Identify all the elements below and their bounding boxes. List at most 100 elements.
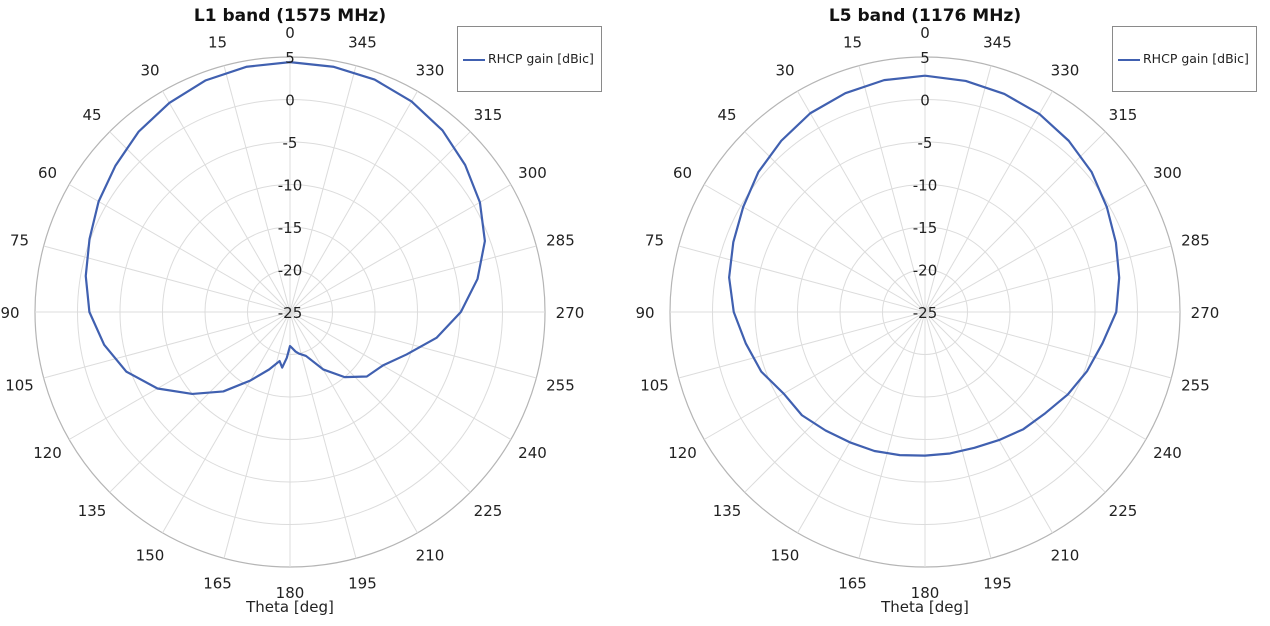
angle-tick-label: 30 [775, 62, 794, 80]
radial-tick-label: -5 [283, 134, 298, 152]
angle-tick-label: 90 [0, 304, 19, 322]
radial-tick-label: -10 [913, 177, 938, 195]
angle-tick-label: 225 [1109, 502, 1138, 520]
chart-title: L5 band (1176 MHz) [828, 6, 1022, 26]
angle-grid-line [858, 311, 926, 559]
radial-tick-label: -15 [913, 219, 938, 237]
series-line-rhcp-gain [728, 74, 1121, 457]
chart-panel-l5: L5 band (1176 MHz) 0 15 30 45 60 75 90 105 120 13… [635, 0, 1270, 626]
angle-tick-label: 135 [713, 502, 742, 520]
angle-tick-label: 240 [1153, 444, 1182, 462]
angle-grid-line [289, 311, 537, 379]
angle-grid-line [68, 184, 291, 313]
radial-tick-label: -5 [918, 134, 933, 152]
angle-tick-label: 0 [285, 24, 295, 42]
angle-grid-line [797, 90, 926, 313]
radial-tick-label: -15 [278, 219, 303, 237]
angle-tick-label: 150 [771, 546, 800, 564]
angle-tick-label: 60 [38, 164, 57, 182]
angle-tick-label: 0 [920, 24, 930, 42]
angle-tick-label: 135 [78, 502, 107, 520]
angle-grid-line [924, 90, 1053, 313]
angle-tick-label: 120 [33, 444, 62, 462]
legend-label: RHCP gain [dBic] [488, 51, 594, 66]
radial-tick-label: 5 [920, 49, 930, 67]
radial-tick-label: -25 [278, 304, 303, 322]
angle-grid-line [703, 311, 926, 440]
angle-grid-line [289, 245, 537, 313]
legend-swatch [463, 59, 485, 61]
legend-swatch [1118, 59, 1140, 61]
angle-tick-label: 315 [1109, 106, 1138, 124]
radial-tick-label: -10 [278, 177, 303, 195]
angle-grid-line [924, 311, 1147, 440]
angle-grid-line [289, 311, 471, 493]
angle-tick-label: 120 [668, 444, 697, 462]
angle-tick-label: 330 [416, 62, 445, 80]
angle-tick-label: 165 [203, 574, 232, 592]
angle-tick-label: 15 [843, 34, 862, 52]
radial-tick-label: 5 [285, 49, 295, 67]
angle-tick-label: 75 [645, 232, 664, 250]
angle-tick-label: 165 [838, 574, 867, 592]
angle-grid-line [289, 184, 512, 313]
angle-tick-label: 75 [10, 232, 29, 250]
legend: RHCP gain [dBic] [1112, 26, 1257, 92]
angle-tick-label: 270 [556, 304, 585, 322]
angle-grid-line [744, 311, 926, 493]
angle-tick-label: 255 [1181, 376, 1210, 394]
polar-plot-l5: 0 15 30 45 60 75 90 105 120 135 150 165 180 195 210 225… [635, 24, 1220, 602]
angle-tick-label: 210 [1051, 546, 1080, 564]
angle-tick-label: 45 [717, 106, 736, 124]
legend: RHCP gain [dBic] [457, 26, 602, 92]
angle-tick-label: 255 [546, 376, 575, 394]
angle-tick-label: 45 [82, 106, 101, 124]
angle-grid-line [43, 245, 291, 313]
angle-grid-line [924, 184, 1147, 313]
angle-grid-line [924, 131, 1106, 313]
angle-grid-line [858, 65, 926, 313]
angle-tick-label: 300 [1153, 164, 1182, 182]
angle-grid-line [109, 311, 291, 493]
angle-grid-line [797, 311, 926, 534]
angle-tick-label: 105 [640, 376, 669, 394]
angle-grid-line [703, 184, 926, 313]
angle-grid-line [289, 311, 357, 559]
angle-tick-label: 150 [136, 546, 165, 564]
angle-grid-line [223, 65, 291, 313]
radial-tick-label: -20 [278, 262, 303, 280]
angle-tick-label: 270 [1191, 304, 1220, 322]
angle-grid-line [43, 311, 291, 379]
chart-title: L1 band (1575 MHz) [193, 6, 387, 26]
angle-grid-line [289, 311, 512, 440]
angle-grid-line [924, 245, 1172, 313]
angle-tick-label: 15 [208, 34, 227, 52]
radial-tick-label: -20 [913, 262, 938, 280]
angle-grid-line [924, 311, 1053, 534]
angle-tick-label: 300 [518, 164, 547, 182]
angle-tick-label: 90 [635, 304, 654, 322]
angle-grid-line [68, 311, 291, 440]
angle-tick-label: 210 [416, 546, 445, 564]
angle-grid-line [924, 311, 992, 559]
angle-tick-label: 60 [673, 164, 692, 182]
x-axis-label: Theta [deg] [246, 598, 334, 616]
angle-tick-label: 105 [5, 376, 34, 394]
angle-tick-label: 345 [983, 34, 1012, 52]
angle-grid-line [744, 131, 926, 313]
angle-grid-line [289, 65, 357, 313]
radial-tick-label: -25 [913, 304, 938, 322]
angle-tick-label: 345 [348, 34, 377, 52]
angle-tick-label: 30 [140, 62, 159, 80]
angle-grid-line [289, 131, 471, 313]
angle-grid-line [162, 90, 291, 313]
angle-tick-label: 285 [1181, 232, 1210, 250]
chart-panel-l1: L1 band (1575 MHz) 0 15 30 45 60 75 90 105 120 13… [0, 6, 602, 616]
angle-grid-line [162, 311, 291, 534]
angle-tick-label: 195 [983, 574, 1012, 592]
angle-grid-line [924, 65, 992, 313]
angle-grid-line [678, 245, 926, 313]
x-axis-label: Theta [deg] [881, 598, 969, 616]
angle-tick-label: 285 [546, 232, 575, 250]
angle-grid-line [678, 311, 926, 379]
